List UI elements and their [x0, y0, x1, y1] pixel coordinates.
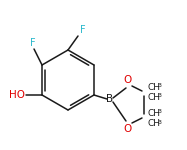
Text: B: B: [106, 94, 114, 104]
Text: CH: CH: [148, 108, 161, 117]
Text: CH: CH: [148, 93, 161, 102]
Text: 3: 3: [157, 109, 162, 114]
Text: 3: 3: [157, 93, 162, 98]
Text: 3: 3: [157, 120, 162, 125]
Text: F: F: [80, 25, 86, 35]
Text: O: O: [124, 124, 132, 134]
Text: CH: CH: [148, 82, 161, 91]
Text: 3: 3: [157, 83, 162, 88]
Text: CH: CH: [148, 120, 161, 129]
Text: HO: HO: [9, 90, 25, 100]
Text: F: F: [30, 38, 36, 48]
Text: O: O: [124, 75, 132, 85]
